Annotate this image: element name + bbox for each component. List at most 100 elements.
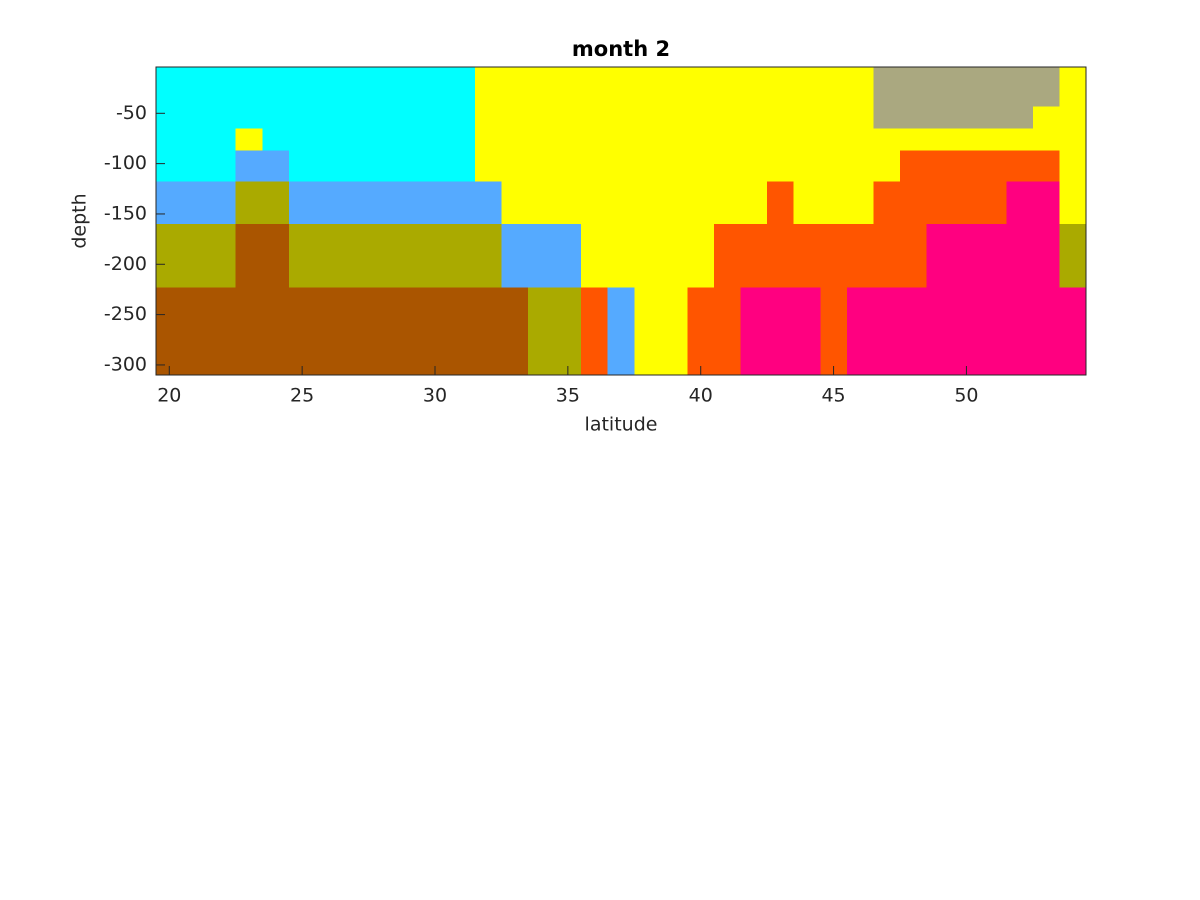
heatmap-cell <box>714 224 742 288</box>
heatmap-cell <box>634 150 662 183</box>
heatmap-cell <box>1032 287 1060 376</box>
heatmap-cell <box>262 287 290 376</box>
heatmap-cell <box>315 224 343 288</box>
heatmap-cell <box>554 150 582 183</box>
y-tick-label: -50 <box>116 102 147 124</box>
heatmap-cell <box>687 224 715 288</box>
heatmap-cell <box>793 67 821 107</box>
heatmap-cell <box>368 106 396 129</box>
heatmap-cell <box>1059 150 1087 183</box>
heatmap-cell <box>767 224 795 288</box>
heatmap-cell <box>740 128 768 152</box>
heatmap-cell <box>368 181 396 225</box>
heatmap-cell <box>1006 224 1034 288</box>
heatmap-cell <box>900 287 928 376</box>
heatmap-cell <box>182 128 210 152</box>
heatmap-cell <box>209 224 237 288</box>
heatmap-cell <box>235 150 263 183</box>
heatmap-cell <box>979 67 1007 107</box>
heatmap-cell <box>820 224 848 288</box>
heatmap-cell <box>288 150 316 183</box>
heatmap-cell <box>554 106 582 129</box>
heatmap-cell <box>634 128 662 152</box>
heatmap-cell <box>793 150 821 183</box>
y-tick-label: -100 <box>104 152 147 174</box>
heatmap-cell <box>288 128 316 152</box>
heatmap-cell <box>581 128 609 152</box>
heatmap-cell <box>209 67 237 107</box>
heatmap-cell <box>554 128 582 152</box>
heatmap-cell <box>315 287 343 376</box>
heatmap-cell <box>820 287 848 376</box>
heatmap-cell <box>1032 128 1060 152</box>
x-tick-label: 35 <box>556 385 580 407</box>
heatmap-cell <box>235 181 263 225</box>
heatmap-cell <box>846 106 874 129</box>
x-tick-label: 50 <box>954 385 978 407</box>
y-tick-label: -200 <box>104 253 147 275</box>
heatmap-cell <box>156 128 184 152</box>
heatmap-cell <box>235 106 263 129</box>
heatmap-cell <box>474 287 502 376</box>
heatmap-cell <box>262 67 290 107</box>
heatmap-cell <box>501 224 529 288</box>
heatmap-cell <box>581 181 609 225</box>
heatmap-cell <box>342 150 370 183</box>
heatmap-cell <box>156 224 184 288</box>
heatmap-cell <box>714 128 742 152</box>
heatmap-cell <box>873 150 901 183</box>
heatmap-cell <box>342 287 370 376</box>
heatmap-cell <box>395 106 423 129</box>
heatmap-cell <box>846 181 874 225</box>
heatmap-cell <box>288 287 316 376</box>
heatmap-cell <box>528 67 556 107</box>
heatmap-cell <box>926 128 954 152</box>
heatmap-cell <box>660 67 688 107</box>
heatmap-cell <box>528 128 556 152</box>
heatmap-cell <box>634 106 662 129</box>
heatmap-cell <box>1059 181 1087 225</box>
heatmap-cell <box>368 224 396 288</box>
heatmap-cell <box>262 224 290 288</box>
heatmap-cell <box>501 67 529 107</box>
heatmap-cell <box>1059 224 1087 288</box>
heatmap-cell <box>979 150 1007 183</box>
heatmap-cell <box>395 287 423 376</box>
heatmap-cell <box>474 181 502 225</box>
heatmap-cell <box>687 181 715 225</box>
heatmap-cell <box>714 181 742 225</box>
heatmap-cell <box>873 287 901 376</box>
heatmap-cell <box>182 224 210 288</box>
heatmap-cell <box>740 287 768 376</box>
heatmap-cell <box>926 150 954 183</box>
heatmap-cell <box>1006 67 1034 107</box>
heatmap-cell <box>740 67 768 107</box>
heatmap-cell <box>873 224 901 288</box>
heatmap-cell <box>209 287 237 376</box>
heatmap-cell <box>660 150 688 183</box>
heatmap-cell <box>607 287 635 376</box>
heatmap-cell <box>474 150 502 183</box>
heatmap-cell <box>660 128 688 152</box>
heatmap-cell <box>315 106 343 129</box>
heatmap-cell <box>634 181 662 225</box>
heatmap-cell <box>714 106 742 129</box>
x-axis-label: latitude <box>585 414 658 436</box>
heatmap-cell <box>714 67 742 107</box>
heatmap-cell <box>900 106 928 129</box>
heatmap-cell <box>501 150 529 183</box>
heatmap-cell <box>1059 128 1087 152</box>
heatmap-cell <box>900 224 928 288</box>
heatmap-cell <box>235 224 263 288</box>
chart-title: month 2 <box>572 37 670 61</box>
x-tick-label: 30 <box>423 385 447 407</box>
heatmap-cell <box>1006 181 1034 225</box>
x-tick-label: 20 <box>157 385 181 407</box>
axes-box <box>155 66 1087 376</box>
heatmap-cell <box>846 150 874 183</box>
heatmap-cell <box>687 106 715 129</box>
heatmap-cell <box>554 224 582 288</box>
heatmap-cell <box>501 181 529 225</box>
heatmap-cell <box>1006 128 1034 152</box>
